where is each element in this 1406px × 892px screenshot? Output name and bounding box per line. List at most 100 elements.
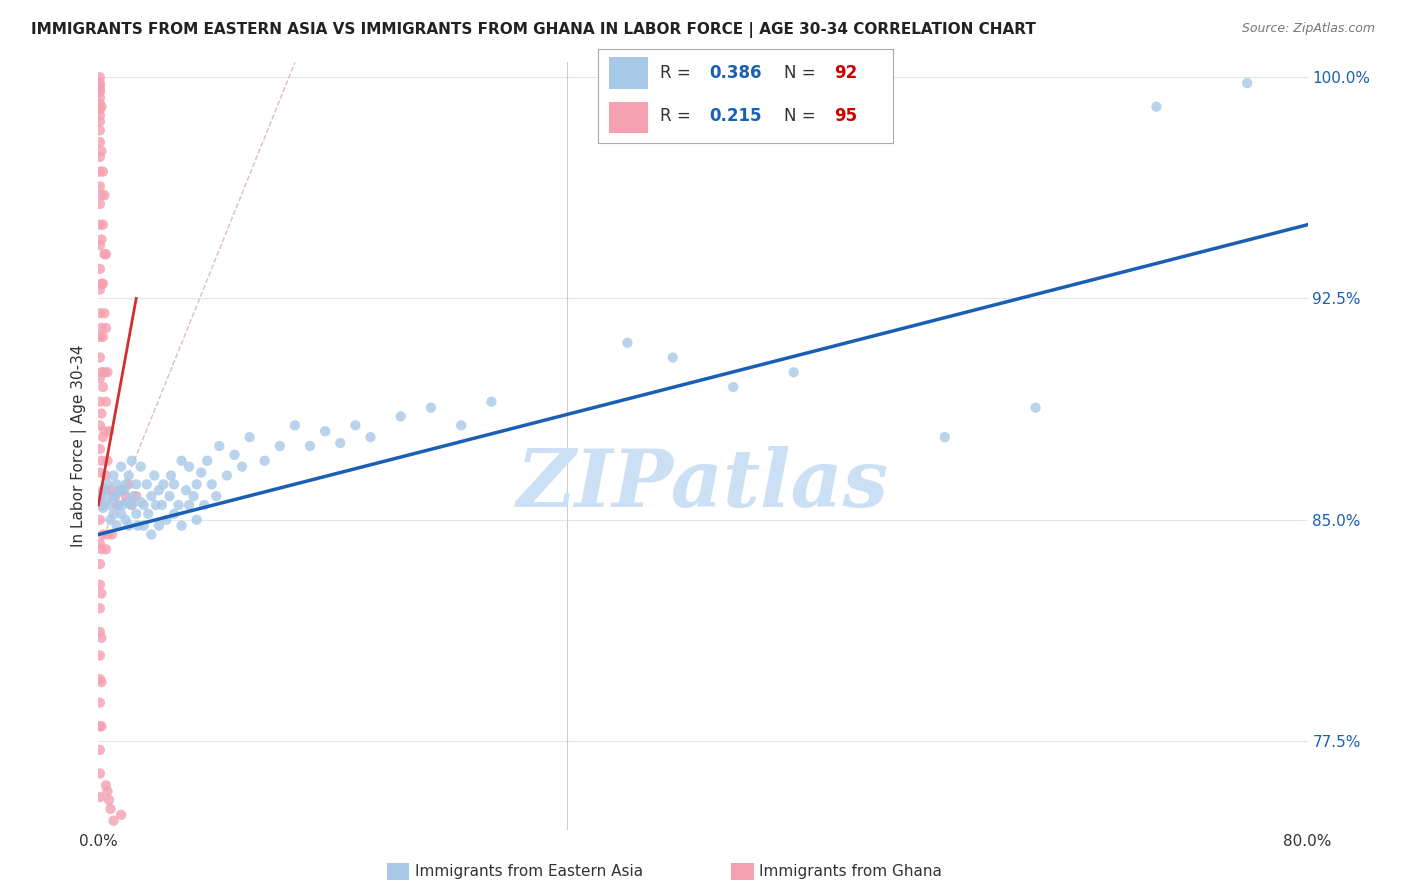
Point xyxy=(89,648,111,663)
Bar xyxy=(609,102,648,134)
Point xyxy=(89,394,111,409)
Point xyxy=(105,518,128,533)
Point xyxy=(89,306,111,320)
Point xyxy=(90,321,112,335)
Point xyxy=(616,335,638,350)
Point xyxy=(148,518,170,533)
Point xyxy=(104,489,127,503)
Point xyxy=(91,483,114,498)
Point xyxy=(89,418,111,433)
Point xyxy=(89,672,111,686)
Point xyxy=(98,793,121,807)
Point xyxy=(118,477,141,491)
Point xyxy=(89,466,111,480)
Point xyxy=(148,483,170,498)
Point xyxy=(205,489,228,503)
Point xyxy=(114,513,136,527)
Point xyxy=(170,518,193,533)
Point xyxy=(1236,76,1258,90)
Point xyxy=(90,365,112,379)
Point xyxy=(186,477,208,491)
Point xyxy=(89,262,111,277)
Point xyxy=(101,489,124,503)
Point xyxy=(93,365,115,379)
Point xyxy=(90,498,112,512)
Point xyxy=(1144,100,1167,114)
Point xyxy=(89,238,111,252)
Point xyxy=(121,454,143,468)
Point xyxy=(100,802,122,816)
Point xyxy=(208,439,231,453)
Point xyxy=(110,507,132,521)
Point xyxy=(96,365,118,379)
Point xyxy=(125,477,148,491)
Point xyxy=(783,365,806,379)
Point xyxy=(89,513,111,527)
Point xyxy=(96,784,118,798)
Point xyxy=(91,380,114,394)
Text: ZIPatlas: ZIPatlas xyxy=(517,446,889,523)
Point xyxy=(107,498,129,512)
Point xyxy=(127,518,149,533)
Text: N =: N = xyxy=(783,64,821,82)
Point xyxy=(89,218,111,232)
Text: 92: 92 xyxy=(834,64,858,82)
Point xyxy=(141,527,163,541)
Point xyxy=(195,454,218,468)
Point xyxy=(1024,401,1046,415)
Point xyxy=(389,409,412,424)
Point xyxy=(170,454,193,468)
Point xyxy=(141,489,163,503)
Point xyxy=(125,489,148,503)
Point xyxy=(110,459,132,474)
Text: 95: 95 xyxy=(834,107,856,125)
Text: IMMIGRANTS FROM EASTERN ASIA VS IMMIGRANTS FROM GHANA IN LABOR FORCE | AGE 30-34: IMMIGRANTS FROM EASTERN ASIA VS IMMIGRAN… xyxy=(31,22,1036,38)
Point xyxy=(314,424,336,438)
Point xyxy=(163,507,186,521)
Text: N =: N = xyxy=(783,107,821,125)
Point xyxy=(90,454,112,468)
Point xyxy=(114,477,136,491)
Point xyxy=(103,468,125,483)
Point xyxy=(90,407,112,421)
Point xyxy=(481,394,503,409)
Point xyxy=(114,489,136,503)
Point xyxy=(89,103,111,117)
Point xyxy=(143,468,166,483)
Point xyxy=(253,454,276,468)
Text: Immigrants from Ghana: Immigrants from Ghana xyxy=(759,864,942,879)
Point xyxy=(89,197,111,211)
Point xyxy=(89,283,111,297)
Point xyxy=(96,477,118,491)
Point xyxy=(94,778,117,792)
Point xyxy=(89,78,111,93)
Point xyxy=(420,401,443,415)
Point xyxy=(100,513,122,527)
Point xyxy=(89,70,111,85)
Point xyxy=(89,766,111,780)
Point xyxy=(91,218,114,232)
Point xyxy=(91,330,114,344)
Point xyxy=(89,135,111,149)
Point xyxy=(90,675,112,690)
Point xyxy=(159,489,181,503)
Point xyxy=(118,518,141,533)
Point xyxy=(89,85,111,99)
Point xyxy=(96,527,118,541)
Point xyxy=(90,719,112,733)
Point xyxy=(103,489,125,503)
Text: R =: R = xyxy=(659,64,696,82)
Point xyxy=(94,468,117,483)
Point xyxy=(129,459,152,474)
Point xyxy=(89,696,111,710)
Point xyxy=(89,577,111,591)
Point xyxy=(93,306,115,320)
Point xyxy=(121,498,143,512)
Point xyxy=(89,123,111,137)
Point xyxy=(89,601,111,615)
Point xyxy=(136,507,159,521)
Point xyxy=(186,513,208,527)
Point xyxy=(89,743,111,757)
Point xyxy=(89,557,111,571)
Point xyxy=(98,498,121,512)
